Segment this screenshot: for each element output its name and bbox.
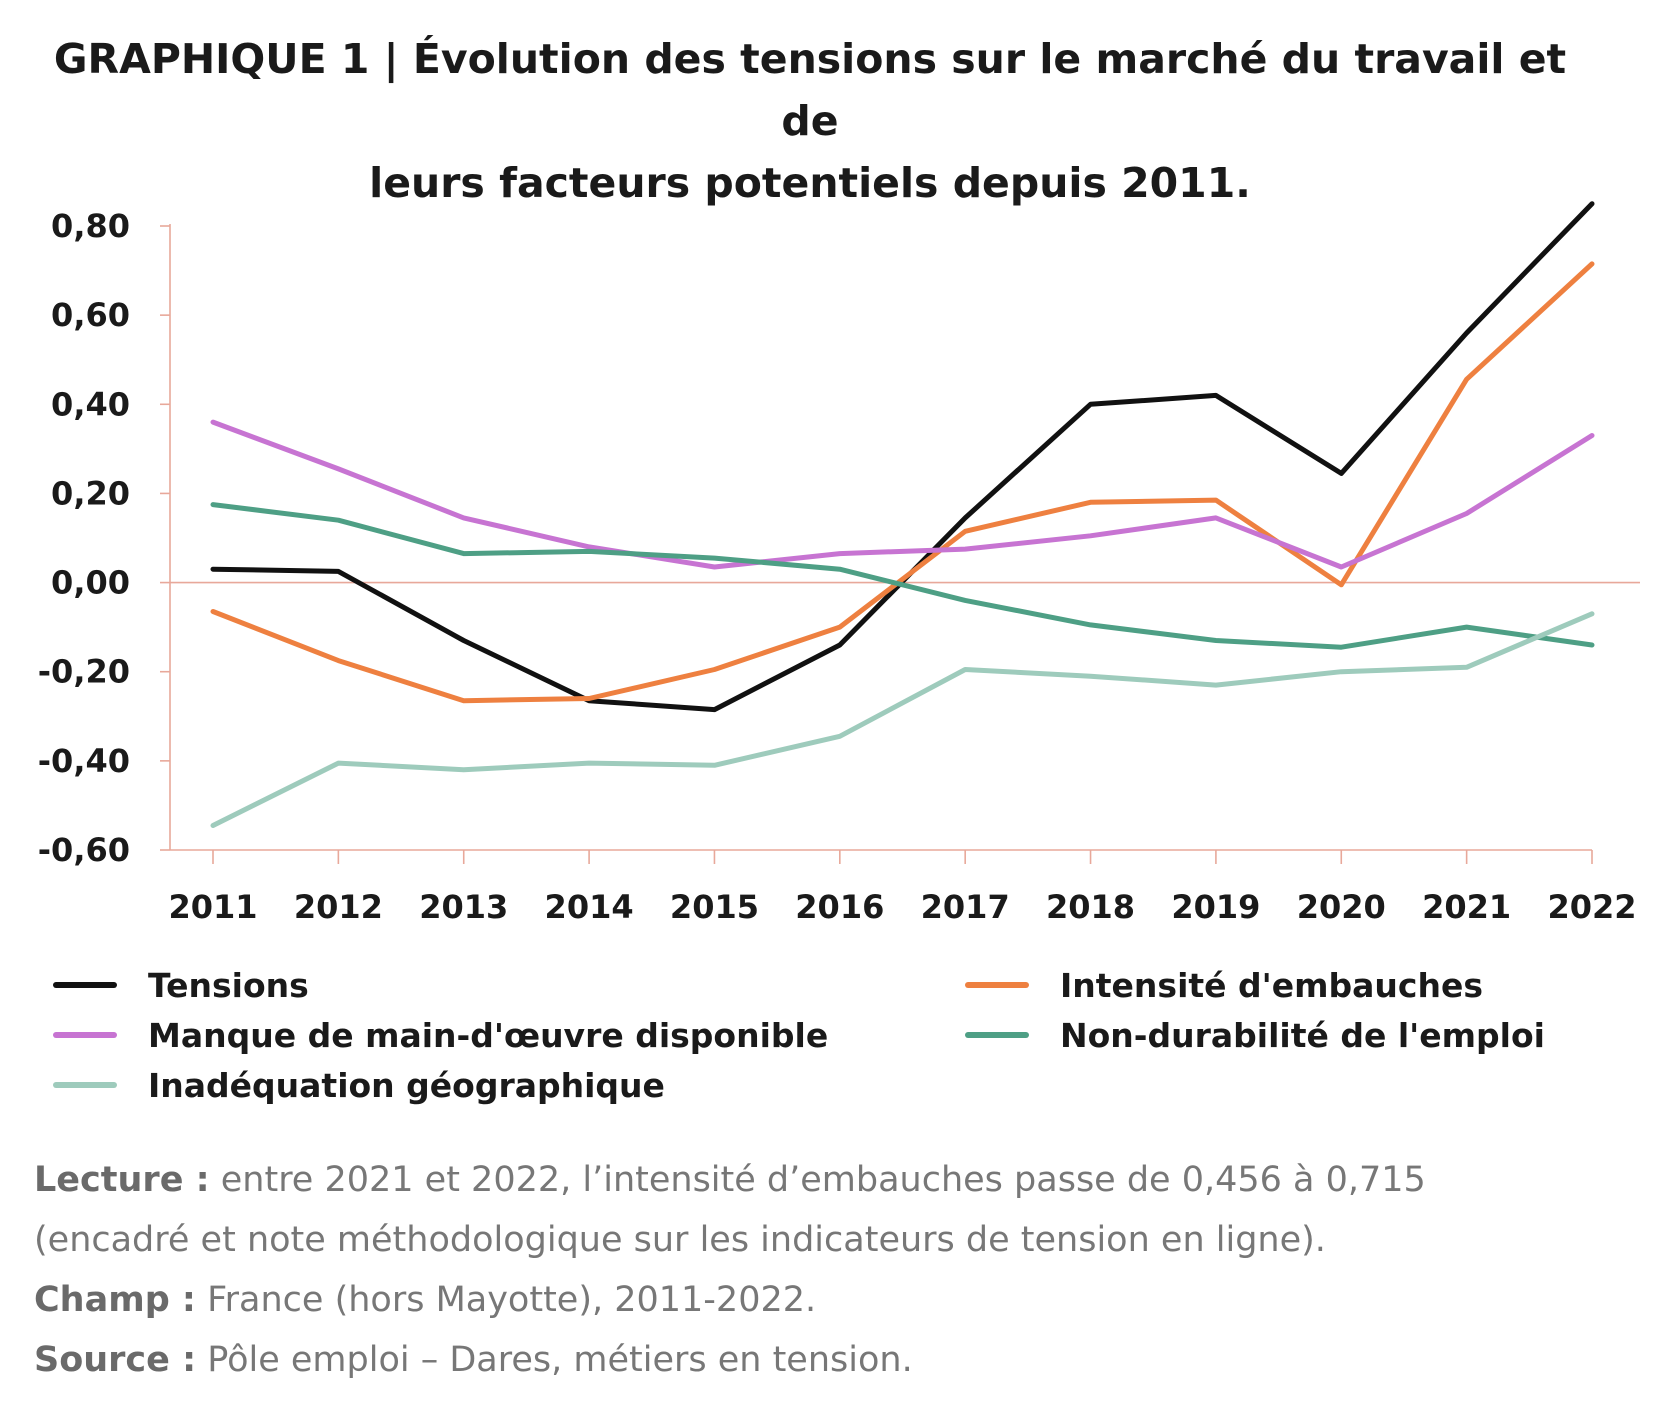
legend-item-1: Tensions (53, 966, 309, 1005)
series-line-1 (210, 201, 1595, 713)
x-tick-label: 2011 (168, 888, 257, 926)
lecture-label: Lecture : (34, 1160, 210, 1200)
line-chart: 0,80 0,60 0,40 0,20 0,00 -0,20 -0,40 -0,60 2011… (38, 201, 1640, 1105)
lecture-note-continued: (encadré et note méthodologique sur les … (34, 1210, 1644, 1270)
x-tick-label: 2018 (1046, 888, 1135, 926)
y-tick-label: -0,20 (38, 653, 130, 691)
champ-label: Champ : (34, 1280, 196, 1320)
y-tick-label: 0,80 (51, 207, 130, 245)
x-tick-label: 2016 (795, 888, 884, 926)
chart-legend: Tensions Intensité d'embauches Manque de m… (53, 966, 1545, 1105)
y-axis-ticks: 0,80 0,60 0,40 0,20 0,00 -0,20 -0,40 -0,60 (38, 207, 170, 869)
x-tick-label: 2015 (670, 888, 759, 926)
y-tick-label: -0,60 (38, 831, 130, 869)
y-tick-label: 0,20 (51, 474, 130, 512)
champ-note: Champ : France (hors Mayotte), 2011-2022… (34, 1270, 1644, 1330)
legend-label: Intensité d'embauches (1060, 966, 1483, 1005)
legend-label: Manque de main-d'œuvre disponible (148, 1016, 828, 1055)
chart-axes (169, 224, 1640, 851)
y-tick-label: 0,60 (51, 296, 130, 334)
x-tick-label: 2013 (419, 888, 508, 926)
legend-label: Non-durabilité de l'emploi (1060, 1016, 1545, 1055)
lecture-note: Lecture : entre 2021 et 2022, l’intensit… (34, 1150, 1644, 1210)
lecture-text-2: (encadré et note méthodologique sur les … (34, 1220, 1326, 1260)
legend-item-3: Manque de main-d'œuvre disponible (53, 1016, 828, 1055)
series-line-5 (210, 611, 1595, 828)
x-tick-label: 2014 (545, 888, 634, 926)
x-tick-label: 2017 (921, 888, 1010, 926)
lecture-text-1: entre 2021 et 2022, l’intensité d’embauc… (209, 1160, 1426, 1200)
series-line-4 (210, 502, 1595, 650)
series-lines (210, 201, 1595, 828)
series-line-2 (210, 261, 1595, 704)
legend-item-5: Inadéquation géographique (53, 1066, 665, 1105)
legend-item-2: Intensité d'embauches (965, 966, 1483, 1005)
y-tick-label: 0,00 (51, 564, 130, 602)
y-tick-label: -0,40 (38, 742, 130, 780)
x-tick-label: 2020 (1297, 888, 1386, 926)
x-tick-label: 2012 (294, 888, 383, 926)
chart-notes: Lecture : entre 2021 et 2022, l’intensit… (34, 1150, 1644, 1390)
y-tick-label: 0,40 (51, 385, 130, 423)
x-tick-label: 2019 (1171, 888, 1260, 926)
legend-label: Inadéquation géographique (148, 1066, 665, 1105)
legend-item-4: Non-durabilité de l'emploi (965, 1016, 1545, 1055)
chart-title: GRAPHIQUE 1 | Évolution des tensions sur… (20, 28, 1600, 214)
series-line-3 (210, 419, 1595, 570)
source-note: Source : Pôle emploi – Dares, métiers en… (34, 1330, 1644, 1390)
x-tick-label: 2022 (1547, 888, 1636, 926)
x-tick-label: 2021 (1422, 888, 1511, 926)
legend-label: Tensions (148, 966, 309, 1005)
x-axis-ticks: 2011 2012 2013 2014 2015 2016 2017 2018 2019 2020… (168, 850, 1637, 926)
chart-title-line-1: GRAPHIQUE 1 | Évolution des tensions sur… (53, 35, 1567, 145)
source-label: Source : (34, 1340, 197, 1380)
champ-text: France (hors Mayotte), 2011-2022. (195, 1280, 817, 1320)
source-text: Pôle emploi – Dares, métiers en tension. (196, 1340, 913, 1380)
chart-title-line-2: leurs facteurs potentiels depuis 2011. (369, 159, 1251, 207)
